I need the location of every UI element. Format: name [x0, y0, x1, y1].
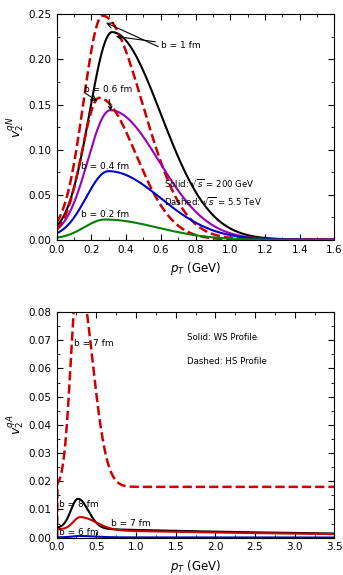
Text: b = 0.6 fm: b = 0.6 fm — [83, 85, 132, 110]
Text: b = 0.2 fm: b = 0.2 fm — [81, 210, 129, 219]
X-axis label: $p_T$ (GeV): $p_T$ (GeV) — [170, 558, 221, 575]
Text: b = 1 fm: b = 1 fm — [117, 35, 200, 50]
Y-axis label: $v_2^{qA}$: $v_2^{qA}$ — [6, 415, 27, 435]
Text: b = 0.4 fm: b = 0.4 fm — [81, 162, 129, 171]
Text: Dashed: HS Profile: Dashed: HS Profile — [187, 357, 267, 366]
Text: b = 7 fm: b = 7 fm — [74, 339, 114, 348]
Y-axis label: $v_2^{qN}$: $v_2^{qN}$ — [5, 116, 27, 138]
Text: Dashed: $\sqrt{s}$ = 5.5 TeV: Dashed: $\sqrt{s}$ = 5.5 TeV — [164, 196, 262, 207]
Text: b = 7 fm: b = 7 fm — [110, 519, 150, 528]
Text: Solid: $\sqrt{s}$ = 200 GeV: Solid: $\sqrt{s}$ = 200 GeV — [164, 177, 254, 189]
Text: Solid: WS Profile: Solid: WS Profile — [187, 334, 257, 342]
X-axis label: $p_T$ (GeV): $p_T$ (GeV) — [170, 260, 221, 277]
Text: b = 8 fm: b = 8 fm — [59, 500, 98, 509]
Text: b = 6 fm: b = 6 fm — [59, 528, 98, 538]
